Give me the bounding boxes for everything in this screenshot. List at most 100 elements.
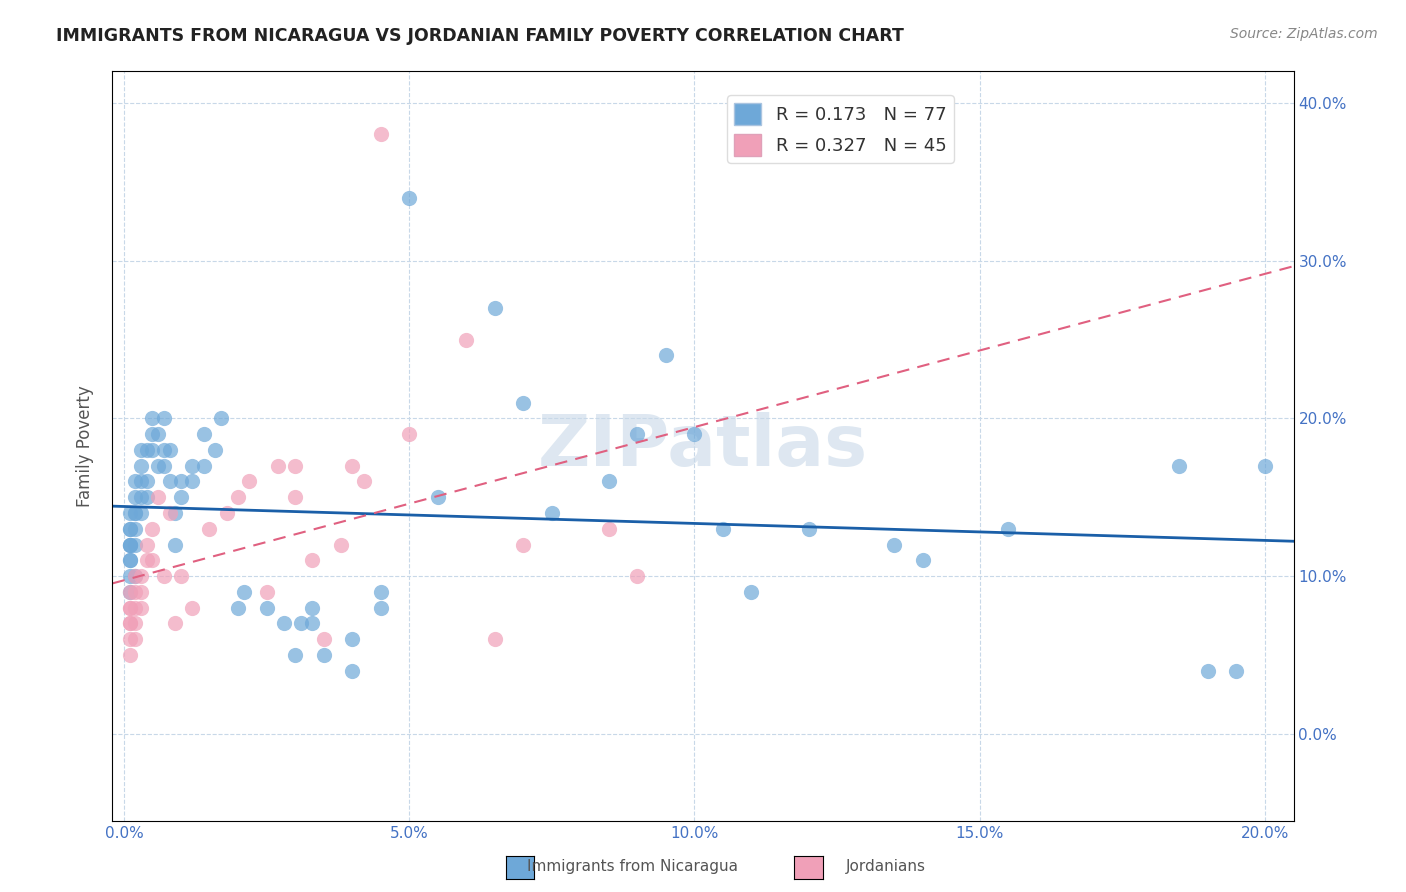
Point (426, 490, 449, 504)
Point (141, 553, 163, 567)
Point (129, 442, 152, 457)
Point (215, 506, 238, 520)
Point (267, 458, 290, 473)
Point (301, 553, 323, 567)
Point (181, 458, 204, 473)
Point (997, 522, 1019, 536)
Point (209, 411, 232, 425)
Point (141, 442, 163, 457)
Text: Jordanians: Jordanians (846, 859, 925, 874)
Point (129, 506, 152, 520)
Point (484, 301, 506, 315)
Point (118, 585, 141, 599)
Point (1254, 458, 1277, 473)
Point (135, 553, 157, 567)
Point (598, 475, 620, 489)
Point (398, 190, 420, 204)
Point (135, 442, 157, 457)
Y-axis label: Family Poverty: Family Poverty (76, 385, 94, 507)
Point (146, 427, 169, 442)
Point (456, 333, 478, 347)
Point (273, 616, 295, 631)
Point (135, 490, 157, 504)
Point (626, 569, 648, 583)
Point (193, 427, 215, 442)
Point (118, 569, 141, 583)
Point (1168, 458, 1191, 473)
Point (118, 648, 141, 662)
Point (512, 395, 534, 409)
Point (118, 522, 141, 536)
Point (883, 538, 905, 552)
Point (370, 585, 392, 599)
Point (301, 600, 323, 615)
Point (129, 490, 152, 504)
Point (711, 522, 734, 536)
Point (170, 569, 193, 583)
Point (370, 600, 392, 615)
Point (170, 490, 193, 504)
Point (740, 585, 762, 599)
Point (118, 632, 141, 647)
Point (626, 427, 648, 442)
Point (124, 600, 146, 615)
Point (118, 522, 141, 536)
Legend: R = 0.173   N = 77, R = 0.327   N = 45: R = 0.173 N = 77, R = 0.327 N = 45 (727, 95, 953, 163)
Point (129, 458, 152, 473)
Point (911, 553, 934, 567)
Point (484, 632, 506, 647)
Point (129, 600, 152, 615)
Point (226, 600, 249, 615)
Point (141, 522, 163, 536)
Point (284, 648, 307, 662)
Point (153, 569, 176, 583)
Point (135, 475, 157, 489)
Point (598, 522, 620, 536)
Point (329, 538, 352, 552)
Point (118, 600, 141, 615)
Point (226, 490, 249, 504)
Point (540, 506, 562, 520)
Point (118, 553, 141, 567)
Point (1197, 664, 1219, 678)
Text: Immigrants from Nicaragua: Immigrants from Nicaragua (527, 859, 738, 874)
Point (284, 490, 307, 504)
Point (124, 475, 146, 489)
Point (129, 585, 152, 599)
Point (370, 128, 392, 142)
Point (181, 475, 204, 489)
Point (284, 458, 307, 473)
Point (124, 538, 146, 552)
Point (124, 632, 146, 647)
Point (340, 458, 363, 473)
Point (146, 458, 169, 473)
Text: IMMIGRANTS FROM NICARAGUA VS JORDANIAN FAMILY POVERTY CORRELATION CHART: IMMIGRANTS FROM NICARAGUA VS JORDANIAN F… (56, 27, 904, 45)
Point (165, 538, 187, 552)
Point (353, 475, 375, 489)
Point (301, 616, 323, 631)
Point (118, 600, 141, 615)
Point (312, 648, 335, 662)
Point (141, 411, 163, 425)
Point (512, 538, 534, 552)
Point (683, 427, 706, 442)
Point (1225, 664, 1247, 678)
Point (181, 600, 204, 615)
Point (141, 427, 163, 442)
Point (124, 506, 146, 520)
Point (135, 538, 157, 552)
Point (118, 538, 141, 552)
Point (146, 490, 169, 504)
Point (124, 569, 146, 583)
Point (124, 569, 146, 583)
Point (118, 538, 141, 552)
Point (204, 442, 226, 457)
Point (124, 490, 146, 504)
Point (238, 475, 260, 489)
Point (290, 616, 312, 631)
Point (340, 664, 363, 678)
Point (398, 427, 420, 442)
Point (655, 348, 678, 362)
Point (153, 458, 176, 473)
Point (153, 411, 176, 425)
